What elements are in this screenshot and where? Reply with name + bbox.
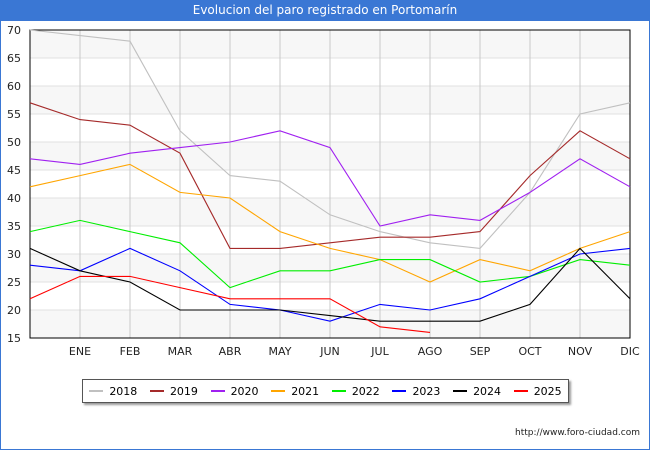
y-tick-label: 45 <box>7 164 21 177</box>
legend-item-2018: 2018 <box>89 385 137 398</box>
x-tick-label: FEB <box>120 345 141 358</box>
series-line-2025 <box>29 275 431 333</box>
chart-title: Evolucion del paro registrado en Portoma… <box>0 0 650 21</box>
y-tick-label: 60 <box>7 80 21 93</box>
legend-swatch <box>89 390 104 392</box>
legend-label: 2019 <box>169 384 198 398</box>
plot-border <box>29 29 631 339</box>
x-tick-label: JUL <box>370 345 389 358</box>
y-tick-label: 55 <box>7 108 21 121</box>
x-tick-label: ABR <box>219 345 242 358</box>
legend-item-2024: 2024 <box>453 385 501 398</box>
legend-swatch <box>453 390 468 392</box>
y-tick-label: 70 <box>7 24 21 37</box>
legend-label: 2021 <box>291 384 320 398</box>
legend-item-2021: 2021 <box>271 385 319 398</box>
legend-item-2020: 2020 <box>210 384 259 398</box>
legend: 2018 2019 2020 2021 2022 2023 2024 2025 <box>82 379 569 403</box>
x-tick-label: OCT <box>518 345 541 358</box>
legend-item-2022: 2022 <box>331 384 380 398</box>
legend-label: 2024 <box>473 384 502 398</box>
x-tick-label: MAR <box>168 345 193 358</box>
x-tick-label: AGO <box>418 345 443 358</box>
legend-swatch <box>331 390 346 392</box>
y-tick-label: 25 <box>7 276 21 289</box>
series-line-2023 <box>29 247 631 322</box>
y-tick-label: 20 <box>7 304 21 317</box>
y-tick-label: 65 <box>7 52 21 65</box>
x-tick-label: ENE <box>69 345 91 358</box>
x-tick-label: DIC <box>620 345 640 358</box>
legend-item-2023: 2023 <box>392 385 440 398</box>
series-line-2020 <box>29 130 631 227</box>
y-tick-label: 50 <box>7 136 21 149</box>
y-tick-label: 40 <box>7 192 21 205</box>
footer-url[interactable]: http://www.foro-ciudad.com <box>515 428 640 438</box>
legend-swatch <box>149 390 164 392</box>
legend-label: 2022 <box>351 384 380 398</box>
x-tick-label: MAY <box>269 345 292 358</box>
series-line-2019 <box>29 102 631 249</box>
x-tick-label: NOV <box>568 345 593 358</box>
legend-label: 2020 <box>230 384 259 398</box>
x-tick-label: JUN <box>319 345 340 358</box>
legend-item-2019: 2019 <box>149 384 198 398</box>
y-tick-label: 35 <box>7 220 21 233</box>
series-line-2021 <box>29 163 631 283</box>
legend-label: 2018 <box>109 384 138 398</box>
legend-swatch <box>513 390 528 392</box>
y-tick-label: 15 <box>7 332 21 345</box>
legend-label: 2023 <box>412 384 441 398</box>
legend-swatch <box>271 390 286 392</box>
legend-label: 2025 <box>533 384 562 398</box>
legend-swatch <box>392 390 407 392</box>
series-line-2024 <box>29 247 631 322</box>
x-tick-label: SEP <box>470 345 491 358</box>
legend-item-2025: 2025 <box>513 384 562 398</box>
legend-swatch <box>210 390 225 392</box>
y-tick-label: 30 <box>7 248 21 261</box>
